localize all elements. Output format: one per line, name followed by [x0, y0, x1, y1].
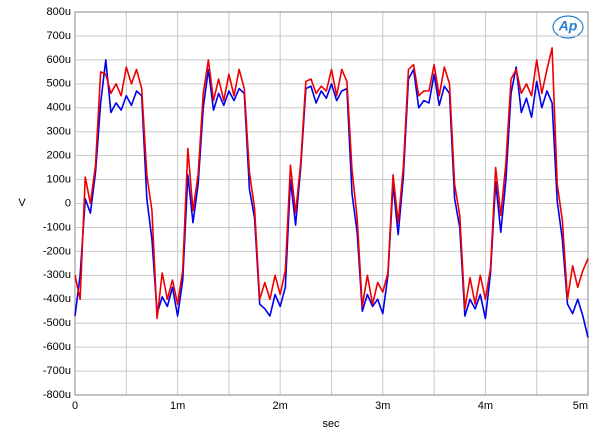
y-tick-label: 500u [47, 78, 71, 90]
x-tick-label: 3m [375, 400, 390, 412]
y-tick-label: -800u [43, 389, 71, 401]
y-tick-label: 0 [65, 197, 71, 209]
y-axis-label: V [18, 197, 26, 209]
series-line [74, 59, 589, 338]
y-tick-label: 200u [47, 150, 71, 162]
y-tick-label: -600u [43, 341, 71, 353]
series-line [74, 47, 589, 320]
y-tick-label: -300u [43, 269, 71, 281]
x-axis-label: sec [322, 418, 340, 430]
y-tick-label: -200u [43, 245, 71, 257]
y-tick-label: 800u [47, 6, 71, 18]
plot-frame [74, 11, 589, 396]
x-tick-label: 4m [478, 400, 493, 412]
y-tick-label: 700u [47, 30, 71, 42]
x-tick-label: 1m [170, 400, 185, 412]
y-tick-label: -700u [43, 365, 71, 377]
x-tick-label: 0 [72, 400, 78, 412]
y-tick-label: -500u [43, 317, 71, 329]
y-tick-label: -100u [43, 221, 71, 233]
x-tick-label: 5m [573, 400, 588, 412]
y-tick-label: 100u [47, 173, 71, 185]
y-tick-label: 400u [47, 102, 71, 114]
y-tick-label: -400u [43, 293, 71, 305]
y-tick-label: 600u [47, 54, 71, 66]
x-tick-label: 2m [273, 400, 288, 412]
y-tick-label: 300u [47, 126, 71, 138]
logo: Ap [558, 18, 578, 34]
logo-ring [552, 15, 584, 39]
